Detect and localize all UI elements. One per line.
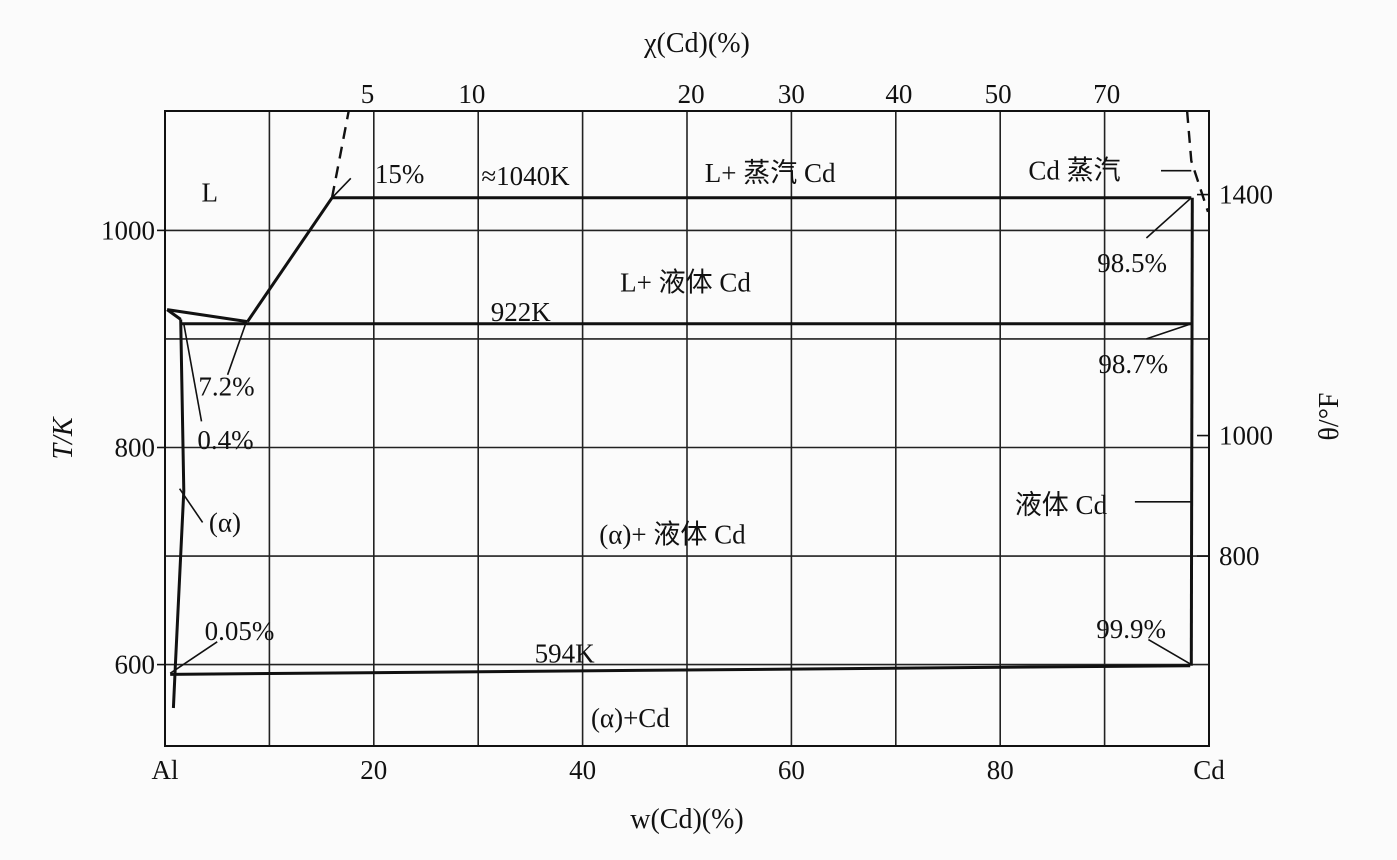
annotation-label: 98.7% [1098,349,1168,379]
x-tick-label: Al [152,755,179,785]
annotation-leader-line [1146,323,1192,340]
annotation-leader-line [1147,638,1192,666]
grid-lines [165,111,1209,746]
leader-lines [169,169,1192,674]
annotation-leader-line [169,641,218,674]
y-right-tick-label: 1000 [1219,421,1273,451]
phase-boundary-line [246,196,334,323]
annotation-label: 15% [375,159,425,189]
x-tick-label: 60 [778,755,805,785]
annotation-leader-line [331,177,352,199]
annotation-label: 液体 Cd [1015,490,1108,520]
chart-text: T/K θ/°F w(Cd)(%) χ(Cd)(%) Al 20 40 60 80 Cd 5… [48,28,1345,835]
tick-marks [157,193,1209,666]
x-tick-label: 40 [569,755,596,785]
x-axis-label: w(Cd)(%) [630,804,744,835]
x-top-tick-label: 5 [361,79,375,109]
annotation-label: 0.4% [197,425,253,455]
y-tick-label: 600 [115,650,156,680]
annotation-label: (α)+Cd [591,703,670,733]
y-tick-label: 1000 [101,215,155,245]
annotation-label: 99.9% [1096,614,1166,644]
x-tick-label: 20 [360,755,387,785]
phase-boundary-line [1189,197,1194,666]
x-top-tick-label: 10 [458,79,485,109]
annotation-label: (α) [209,507,241,537]
phase-boundaries [166,110,1210,709]
annotation-label: 594K [535,639,596,669]
x-tick-label: Cd [1193,755,1225,785]
annotation-label: 98.5% [1097,248,1167,278]
annotation-label: 0.05% [205,616,275,646]
y-right-tick-label: 1400 [1219,180,1273,210]
annotation-label: L+ 蒸汽 Cd [705,158,836,188]
plot-frame [164,110,1210,747]
y-right-tick-label: 800 [1219,541,1260,571]
phase-boundary-line [166,308,248,324]
y-tick-label: 800 [115,432,156,462]
vapor-boundary-curve [330,110,350,199]
annotation-leader-line [178,488,204,523]
y-axis-label: T/K [48,416,79,459]
annotation-leader-line [1145,197,1192,239]
x-top-tick-label: 30 [778,79,805,109]
annotation-label: Cd 蒸汽 [1028,156,1120,186]
x-tick-label: 80 [987,755,1014,785]
phase-boundary-line [170,664,1191,676]
annotation-label: 7.2% [198,372,254,402]
annotation-label: (α)+ 液体 Cd [599,519,746,549]
x-top-tick-label: 50 [985,79,1012,109]
annotation-label: L [202,177,219,207]
annotation-label: ≈1040K [481,161,570,191]
x-top-tick-label: 20 [678,79,705,109]
annotation-label: L+ 液体 Cd [620,268,751,298]
x-top-tick-label: 70 [1093,79,1120,109]
annotation-leader-line [183,323,203,422]
annotation-leader-line [226,321,248,376]
phase-boundary-line [171,319,186,709]
annotation-label: 922K [491,297,552,327]
x-top-tick-label: 40 [885,79,912,109]
x-top-axis-label: χ(Cd)(%) [643,28,750,59]
y-right-axis-label: θ/°F [1314,393,1345,441]
